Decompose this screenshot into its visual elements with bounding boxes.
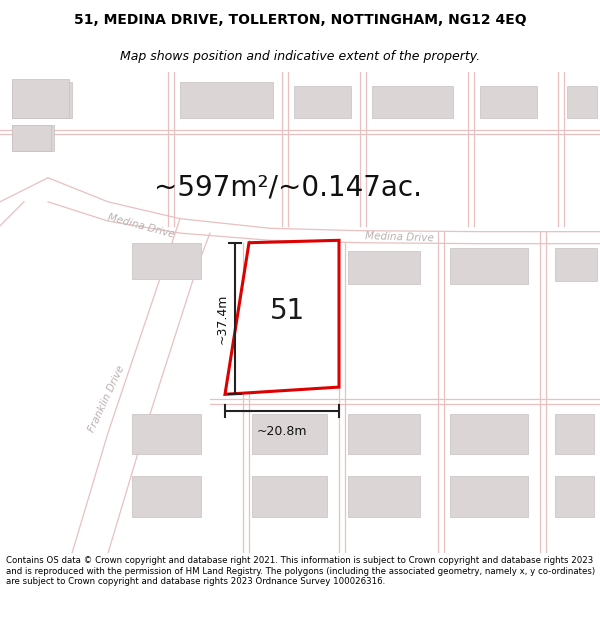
FancyBboxPatch shape — [132, 242, 201, 279]
FancyBboxPatch shape — [450, 476, 528, 517]
FancyBboxPatch shape — [567, 86, 597, 118]
FancyBboxPatch shape — [12, 125, 51, 151]
FancyBboxPatch shape — [372, 86, 453, 118]
Text: 51, MEDINA DRIVE, TOLLERTON, NOTTINGHAM, NG12 4EQ: 51, MEDINA DRIVE, TOLLERTON, NOTTINGHAM,… — [74, 13, 526, 27]
FancyBboxPatch shape — [12, 79, 69, 118]
FancyBboxPatch shape — [450, 248, 528, 284]
FancyBboxPatch shape — [252, 250, 327, 286]
FancyBboxPatch shape — [252, 414, 327, 454]
FancyBboxPatch shape — [132, 476, 201, 517]
Text: Map shows position and indicative extent of the property.: Map shows position and indicative extent… — [120, 49, 480, 62]
Text: Contains OS data © Crown copyright and database right 2021. This information is : Contains OS data © Crown copyright and d… — [6, 556, 595, 586]
FancyBboxPatch shape — [12, 125, 54, 151]
Text: Medina Drive: Medina Drive — [364, 231, 434, 243]
FancyBboxPatch shape — [450, 414, 528, 454]
Text: ~37.4m: ~37.4m — [215, 293, 229, 344]
FancyBboxPatch shape — [480, 86, 537, 118]
FancyBboxPatch shape — [348, 476, 420, 517]
FancyBboxPatch shape — [180, 81, 273, 118]
FancyBboxPatch shape — [132, 414, 201, 454]
FancyBboxPatch shape — [555, 476, 594, 517]
FancyBboxPatch shape — [555, 248, 597, 281]
Polygon shape — [225, 240, 339, 394]
Text: ~597m²/~0.147ac.: ~597m²/~0.147ac. — [154, 173, 422, 201]
Text: ~20.8m: ~20.8m — [257, 425, 307, 438]
Text: 51: 51 — [271, 298, 305, 325]
Text: Franklin Drive: Franklin Drive — [87, 364, 127, 434]
Text: Medina Drive: Medina Drive — [107, 212, 175, 239]
FancyBboxPatch shape — [348, 414, 420, 454]
FancyBboxPatch shape — [294, 86, 351, 118]
FancyBboxPatch shape — [252, 476, 327, 517]
FancyBboxPatch shape — [348, 251, 420, 284]
FancyBboxPatch shape — [12, 81, 72, 118]
FancyBboxPatch shape — [555, 414, 594, 454]
